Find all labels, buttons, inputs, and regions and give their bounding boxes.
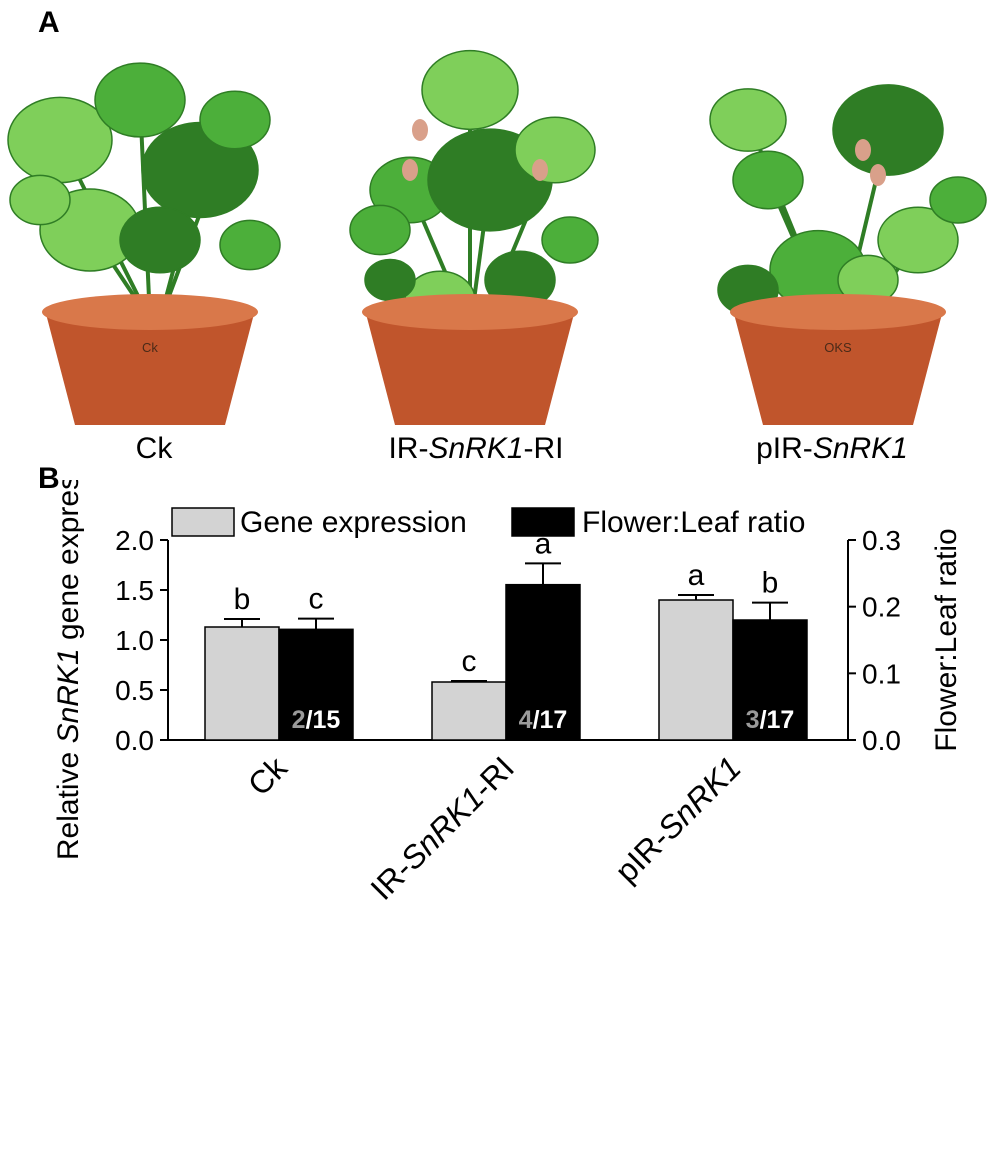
leaf-shape xyxy=(929,176,987,224)
pot-marking-text: OKS xyxy=(824,340,852,355)
leaf-shape xyxy=(732,150,804,210)
bar-flower-leaf-ratio xyxy=(732,619,808,741)
category-label: IR-SnRK1-RI xyxy=(363,749,520,906)
pot-rim-shape xyxy=(42,294,258,330)
pot-rim-shape xyxy=(362,294,578,330)
bar-flower-leaf-ratio xyxy=(278,628,354,741)
left-axis-title: Relative SnRK1 gene expression xyxy=(52,480,85,860)
category-label: Ck xyxy=(241,749,295,803)
left-axis-tick-label: 1.0 xyxy=(115,625,154,656)
pot-marking-text: Ck xyxy=(142,340,158,355)
pot-rim-shape xyxy=(730,294,946,330)
bar-gene-expression xyxy=(204,626,280,741)
significance-letter: c xyxy=(309,583,324,616)
leaf-shape xyxy=(421,49,519,131)
bar-chart: 0.0 0.5 1.0 1.5 2.0 0.0 0.1 0.2 0.3 Relative SnRK… xyxy=(52,480,963,907)
legend-label-gene-expression: Gene expression xyxy=(240,506,467,539)
photo-label-pir-snrk1: pIR-SnRK1 xyxy=(756,432,908,465)
bar-flower-leaf-ratio xyxy=(505,583,581,741)
panel-a-letter: A xyxy=(38,6,60,39)
legend-swatch-flower-leaf-ratio xyxy=(511,507,575,537)
leaf-shape xyxy=(9,174,71,226)
flower-bud-shape xyxy=(870,164,886,186)
significance-letter: b xyxy=(762,567,779,600)
flower-count-label: 2/15 xyxy=(292,706,341,734)
right-axis-tick-label: 0.3 xyxy=(862,525,901,556)
right-axis-tick-label: 0.0 xyxy=(862,725,901,756)
leaf-shape xyxy=(709,88,787,152)
category-label: pIR-SnRK1 xyxy=(608,749,748,889)
flower-bud-shape xyxy=(855,139,871,161)
photo-label-ir-snrk1-ri: IR-SnRK1-RI xyxy=(388,432,564,465)
left-axis-tick-label: 1.5 xyxy=(115,575,154,606)
significance-letter: c xyxy=(462,645,477,678)
leaf-shape xyxy=(832,84,944,176)
leaf-shape xyxy=(514,116,596,184)
right-axis-tick-label: 0.1 xyxy=(862,658,901,689)
pot-body-shape xyxy=(365,310,575,425)
plant-photo-ir-snrk1-ri xyxy=(320,30,620,430)
significance-letter: b xyxy=(234,583,251,616)
left-axis-tick-label: 0.0 xyxy=(115,725,154,756)
leaf-shape xyxy=(119,206,201,274)
bar-gene-expression xyxy=(431,681,507,741)
bar-gene-expression xyxy=(658,599,734,741)
flower-bud-shape xyxy=(412,119,428,141)
left-axis-tick-label: 2.0 xyxy=(115,525,154,556)
flower-bud-shape xyxy=(532,159,548,181)
leaf-shape xyxy=(541,216,599,264)
flower-bud-shape xyxy=(402,159,418,181)
leaf-shape xyxy=(219,219,281,271)
significance-letter: a xyxy=(688,559,705,592)
flower-count-label: 4/17 xyxy=(519,706,568,734)
panel-b-letter: B xyxy=(38,462,60,495)
pot-body-shape xyxy=(733,310,943,425)
plant-photo-ck: Ck xyxy=(0,30,300,430)
right-axis-title: Flower:Leaf ratio xyxy=(930,528,963,751)
pot-body-shape xyxy=(45,310,255,425)
leaf-shape xyxy=(877,206,959,274)
right-axis-tick-label: 0.2 xyxy=(862,592,901,623)
plant-photo-pir-snrk1: OKS xyxy=(688,30,988,430)
flower-count-label: 3/17 xyxy=(746,706,795,734)
left-axis-tick-label: 0.5 xyxy=(115,675,154,706)
legend-swatch-gene-expression xyxy=(171,507,235,537)
leaf-shape xyxy=(349,204,411,256)
leaf-shape xyxy=(94,62,186,138)
leaf-shape xyxy=(199,90,271,150)
leaf-shape xyxy=(364,258,416,302)
legend-label-flower-leaf-ratio: Flower:Leaf ratio xyxy=(582,506,805,539)
significance-letter: a xyxy=(535,527,552,560)
photo-label-ck: Ck xyxy=(135,432,173,465)
